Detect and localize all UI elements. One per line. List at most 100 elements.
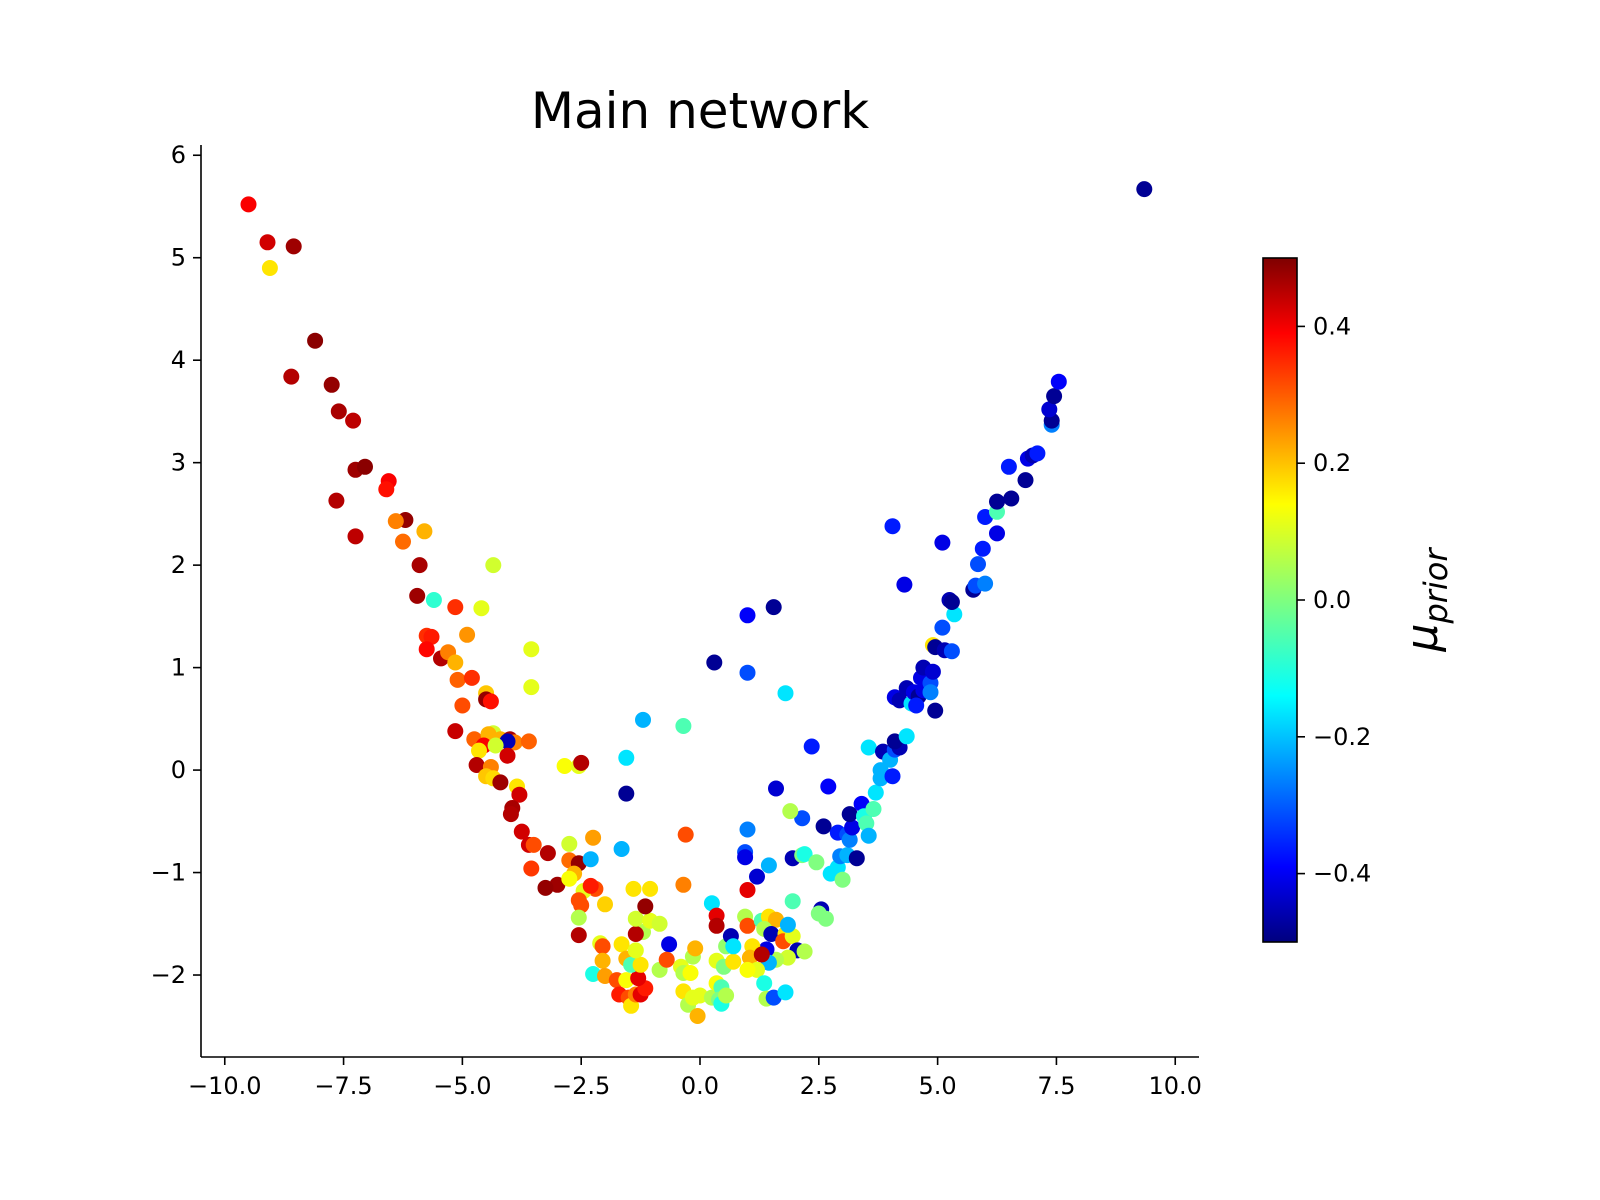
scatter-point [630,970,647,987]
x-tick-label: 10.0 [1149,1072,1202,1100]
scatter-point [585,966,602,982]
scatter-point [573,754,590,771]
colorbar-tick-label: 0.0 [1313,586,1351,614]
scatter-point [585,829,602,846]
scatter-point [328,492,345,509]
scatter-point [561,835,578,852]
scatter-point [884,768,901,785]
scatter-point [884,518,901,535]
scatter-point [618,749,635,766]
colorbar-label: μprior [1397,547,1455,653]
scatter-point [796,846,813,863]
scatter-point [970,556,986,573]
x-tick-label: 2.5 [800,1072,838,1100]
scatter-point [943,643,960,660]
scatter-point [927,702,944,719]
scatter-point [447,654,464,671]
scatter-point [858,815,875,832]
scatter-point [692,987,708,1004]
scatter-point [473,600,490,617]
scatter-point [974,540,991,557]
scatter-point [416,523,433,540]
scatter-point [1017,472,1034,489]
scatter-point [943,594,960,610]
colorbar-label-main: μ [1397,624,1448,653]
x-tick-label: 0.0 [681,1072,719,1100]
scatter-point [675,718,692,734]
scatter-point [454,697,471,714]
scatter-point [661,936,678,953]
scatter-point [520,733,537,750]
scatter-point [651,915,668,932]
scatter-point [749,868,765,885]
x-tick-label: 5.0 [919,1072,957,1100]
scatter-point [725,953,742,970]
x-tick-label: −10.0 [188,1072,262,1100]
chart-title: Main network [531,82,869,140]
x-tick-label: 7.5 [1037,1072,1075,1100]
scatter-point [1050,373,1067,390]
scatter-point [539,845,556,862]
scatter-point [395,533,411,550]
scatter-point [760,857,777,874]
scatter-point [285,238,302,255]
x-tick-label: −5.0 [433,1072,491,1100]
scatter-point [989,525,1005,542]
scatter-point [756,975,773,992]
colorbar-label-sub: prior [1417,547,1455,625]
scatter-point [924,663,941,680]
scatter-point [763,926,780,942]
scatter-point [425,592,442,608]
scatter-point [502,806,519,823]
scatter-point [779,949,796,966]
scatter-point [537,879,554,896]
scatter-point [765,599,782,616]
scatter-point [347,528,364,545]
scatter-point [345,412,362,429]
y-tick-label: 4 [171,346,186,374]
scatter-point [687,940,704,957]
scatter-point [922,684,939,701]
scatter-point [739,882,756,898]
scatter-point [618,785,635,802]
scatter-point [561,870,578,887]
scatter-point [627,910,644,927]
scatter-point [582,877,599,894]
scatter-point [513,823,530,840]
colorbar-tick-label: −0.2 [1313,723,1371,751]
scatter-point [820,778,837,795]
scatter-point [753,946,770,963]
scatter-point [803,738,820,755]
scatter-point [779,916,796,933]
scatter-point [739,607,756,624]
scatter-point [739,821,756,838]
scatter-point [872,762,889,779]
scatter-point [739,917,756,934]
scatter-point [409,587,426,604]
scatter-point [934,619,951,636]
scatter-point [706,654,723,671]
scatter-point [459,626,476,643]
scatter-point [841,831,858,848]
y-tick-label: 5 [171,244,186,272]
scatter-point [323,376,340,393]
x-tick-label: −2.5 [552,1072,610,1100]
scatter-point [977,575,994,592]
scatter-point [482,693,499,710]
scatter-point [739,961,756,978]
scatter-point [896,576,913,593]
scatter-point [637,898,654,915]
scatter-point [487,737,504,754]
scatter-point [471,742,487,759]
scatter-point [784,893,801,910]
scatter-point [573,897,590,914]
scatter-point [848,850,865,867]
y-tick-label: 1 [171,654,186,682]
scatter-point [582,851,599,868]
scatter-point [523,860,540,877]
scatter-point [511,786,528,803]
scatter-point [418,641,435,658]
scatter-point [708,917,725,934]
scatter-point [594,952,611,969]
colorbar-tick-label: 0.2 [1313,449,1351,477]
